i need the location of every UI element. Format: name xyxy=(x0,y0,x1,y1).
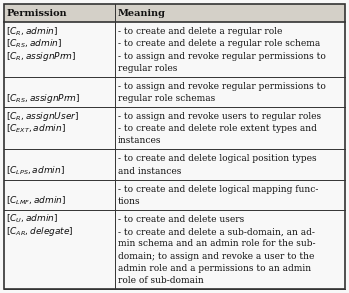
Bar xyxy=(4,77,345,107)
Text: $[C_R, assignPrm]$: $[C_R, assignPrm]$ xyxy=(6,50,76,62)
Text: $[C_U, admin]$: $[C_U, admin]$ xyxy=(6,213,58,226)
Text: - to create and delete a regular role schema: - to create and delete a regular role sc… xyxy=(118,39,320,48)
Text: role of sub-domain: role of sub-domain xyxy=(118,276,203,285)
Text: - to assign and revoke regular permissions to: - to assign and revoke regular permissio… xyxy=(118,52,326,61)
Text: Meaning: Meaning xyxy=(118,8,166,18)
Text: $[C_R, assignUser]$: $[C_R, assignUser]$ xyxy=(6,110,79,123)
Text: - to create and delete logical mapping func-: - to create and delete logical mapping f… xyxy=(118,185,318,194)
Bar xyxy=(4,210,345,289)
Text: $[C_R, admin]$: $[C_R, admin]$ xyxy=(6,25,58,38)
Text: $[C_{RS}, assignPrm]$: $[C_{RS}, assignPrm]$ xyxy=(6,92,81,105)
Bar xyxy=(4,180,345,210)
Text: domain; to assign and revoke a user to the: domain; to assign and revoke a user to t… xyxy=(118,252,314,260)
Text: $[C_{EXT}, admin]$: $[C_{EXT}, admin]$ xyxy=(6,122,66,135)
Text: - to assign and revoke users to regular roles: - to assign and revoke users to regular … xyxy=(118,112,321,121)
Bar xyxy=(4,107,345,149)
Text: $[C_{RS}, admin]$: $[C_{RS}, admin]$ xyxy=(6,37,62,50)
Text: regular role schemas: regular role schemas xyxy=(118,94,215,103)
Text: - to create and delete users: - to create and delete users xyxy=(118,215,244,224)
Text: - to create and delete logical position types: - to create and delete logical position … xyxy=(118,154,317,163)
Text: - to assign and revoke regular permissions to: - to assign and revoke regular permissio… xyxy=(118,82,326,91)
Text: min schema and an admin role for the sub-: min schema and an admin role for the sub… xyxy=(118,239,315,248)
Text: $[C_{AR}, delegate]$: $[C_{AR}, delegate]$ xyxy=(6,225,74,238)
Bar xyxy=(4,22,345,77)
Text: $[C_{LMF}, admin]$: $[C_{LMF}, admin]$ xyxy=(6,195,66,207)
Bar xyxy=(4,4,345,22)
Text: - to create and delete role extent types and: - to create and delete role extent types… xyxy=(118,124,317,133)
Text: instances: instances xyxy=(118,137,161,145)
Text: - to create and delete a regular role: - to create and delete a regular role xyxy=(118,27,282,36)
Text: Permission: Permission xyxy=(7,8,68,18)
Text: regular roles: regular roles xyxy=(118,64,177,73)
Text: tions: tions xyxy=(118,197,140,206)
Text: admin role and a permissions to an admin: admin role and a permissions to an admin xyxy=(118,264,311,273)
Text: $[C_{LPS}, admin]$: $[C_{LPS}, admin]$ xyxy=(6,165,65,177)
Text: - to create and delete a sub-domain, an ad-: - to create and delete a sub-domain, an … xyxy=(118,227,315,236)
Text: and instances: and instances xyxy=(118,167,181,176)
Bar xyxy=(4,149,345,180)
